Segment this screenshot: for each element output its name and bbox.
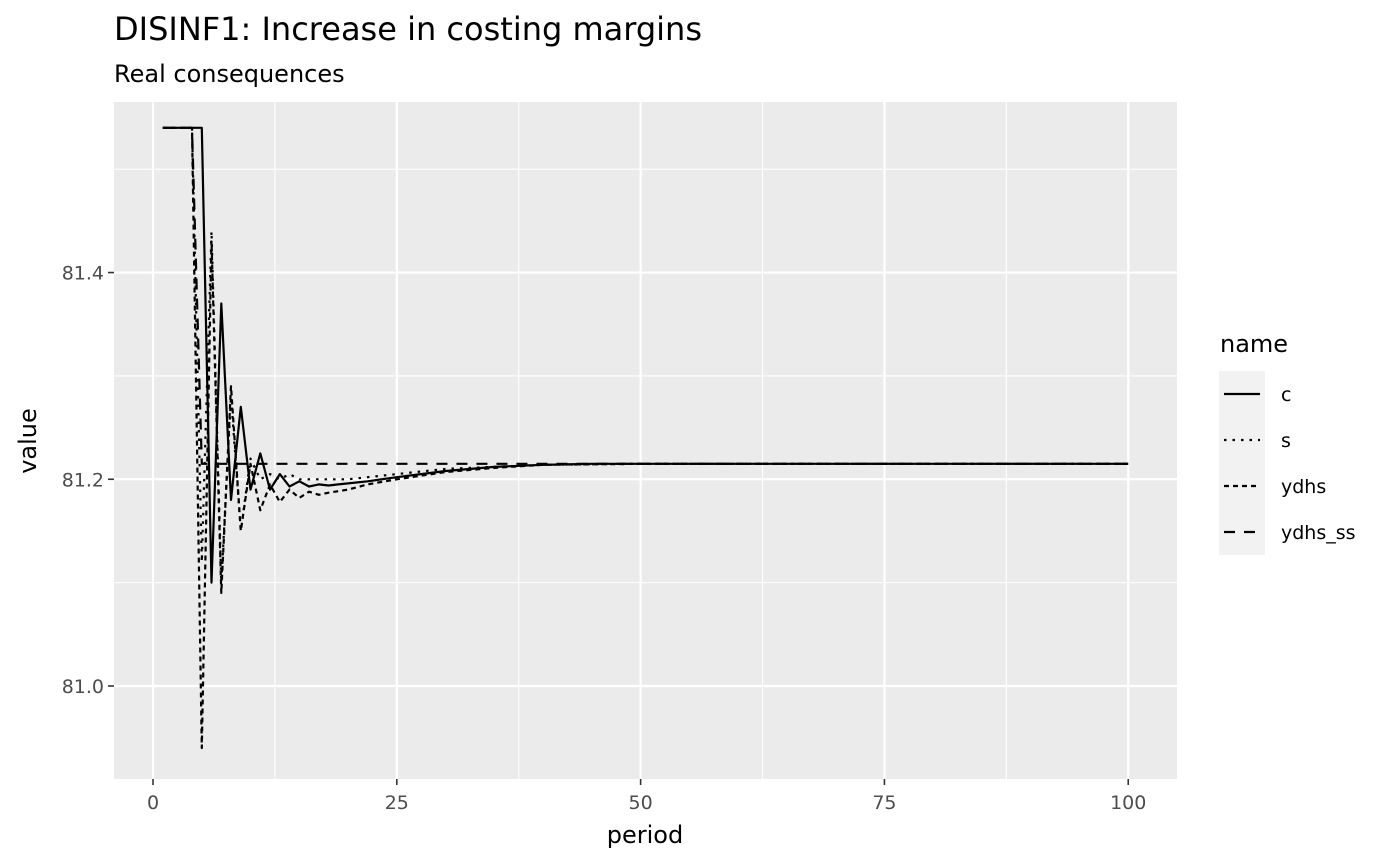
x-axis-title: period (607, 821, 683, 849)
y-axis-title: value (14, 408, 42, 474)
x-axis: 0 25 50 75 100 (147, 779, 1146, 814)
x-tick-label: 0 (147, 792, 159, 814)
y-tick-label: 81.2 (62, 469, 104, 491)
legend-label-c: c (1281, 384, 1291, 406)
plot-panel (114, 102, 1177, 779)
series-line-ydhs_ss (162, 126, 1129, 465)
legend-label-ydhs_ss: ydhs_ss (1281, 522, 1356, 544)
legend: name c s ydhs ydhs_ss (1219, 330, 1356, 555)
y-tick-label: 81.4 (62, 263, 104, 285)
x-tick-label: 100 (1110, 792, 1146, 814)
x-tick-label: 25 (385, 792, 409, 814)
series-line-ydhs (162, 126, 1129, 750)
x-tick-label: 75 (872, 792, 896, 814)
chart-title: DISINF1: Increase in costing margins (114, 10, 702, 48)
legend-title: name (1220, 330, 1288, 358)
grid-major (114, 102, 1177, 779)
series-layer (162, 126, 1129, 750)
chart-subtitle: Real consequences (114, 60, 345, 88)
y-axis: 81.0 81.2 81.4 (62, 263, 114, 698)
legend-label-ydhs: ydhs (1281, 476, 1326, 498)
x-tick-label: 50 (629, 792, 653, 814)
y-tick-label: 81.0 (62, 676, 104, 698)
grid-minor (114, 102, 1177, 779)
legend-label-s: s (1281, 430, 1291, 452)
